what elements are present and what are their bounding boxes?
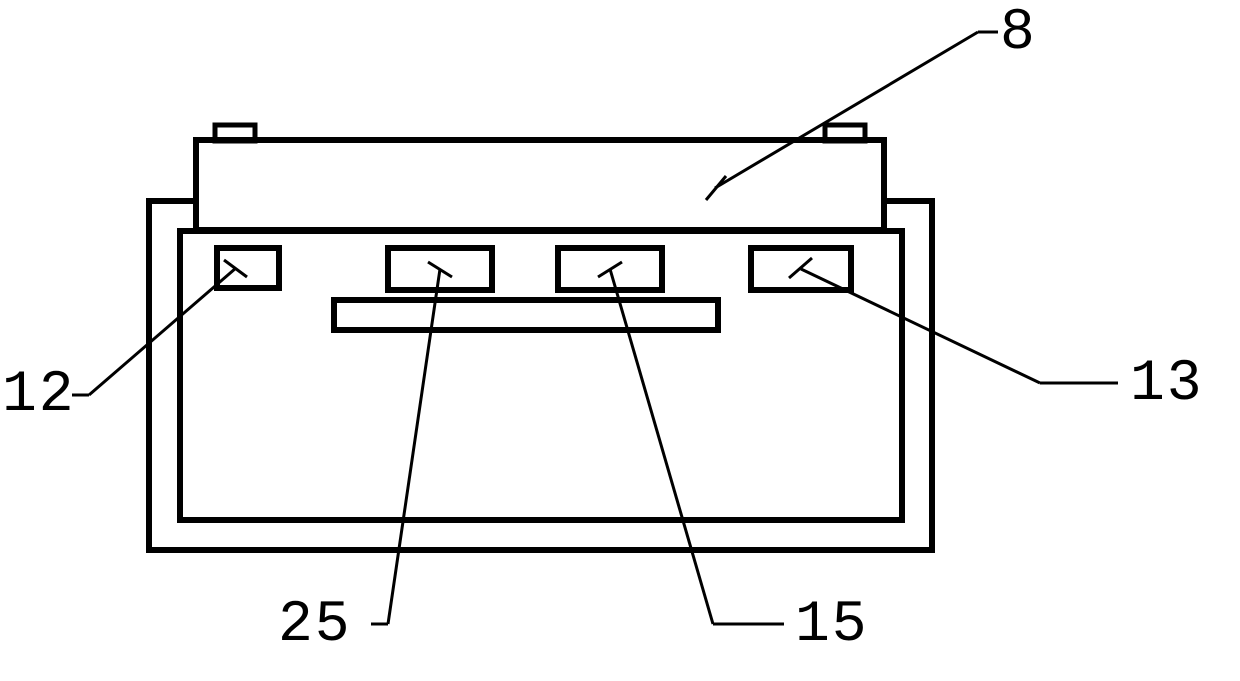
leader-25 — [371, 262, 452, 624]
bottom-bar — [334, 300, 718, 330]
leader-13 — [789, 258, 1118, 383]
small-left-block — [217, 248, 279, 288]
label-15: 15 — [795, 597, 869, 655]
leader-15 — [598, 262, 784, 624]
diagram-svg — [0, 0, 1240, 681]
outer-frame — [149, 201, 932, 550]
top-tab-right — [825, 125, 865, 141]
top-bar — [196, 140, 884, 230]
top-tab-left — [215, 125, 255, 141]
technical-diagram: 8 12 13 25 15 — [0, 0, 1240, 681]
label-12: 12 — [2, 367, 76, 425]
label-8: 8 — [1000, 5, 1037, 63]
label-13: 13 — [1130, 356, 1204, 414]
label-25: 25 — [278, 597, 352, 655]
leader-12 — [72, 260, 247, 395]
